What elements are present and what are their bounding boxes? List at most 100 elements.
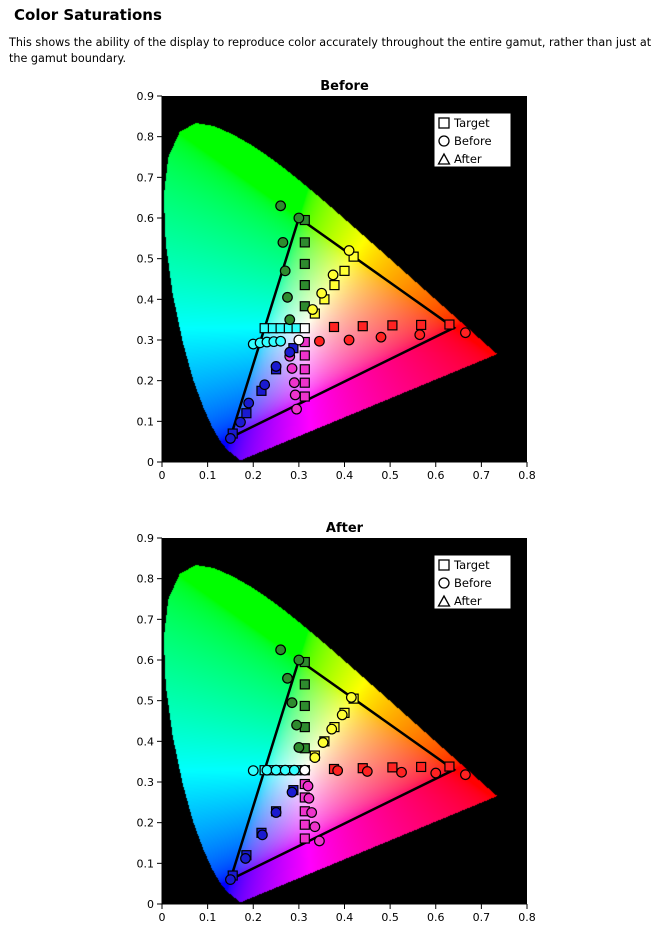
- before-marker: [256, 829, 268, 841]
- before-marker: [286, 697, 298, 709]
- target-marker: [299, 377, 310, 388]
- target-marker: [299, 350, 310, 361]
- y-tick-label: 0.7: [137, 171, 155, 184]
- before-marker: [316, 287, 328, 299]
- before-marker: [270, 361, 282, 372]
- target-marker: [299, 237, 310, 248]
- x-tick-label: 0.5: [381, 911, 399, 924]
- target-marker: [387, 762, 398, 773]
- before-marker: [270, 807, 282, 818]
- before-marker: [279, 764, 291, 776]
- target-marker: [416, 761, 427, 773]
- before-marker: [343, 334, 355, 346]
- y-tick-label: 0.1: [137, 857, 155, 870]
- y-tick-label: 0.8: [137, 131, 155, 144]
- legend-label: Target: [453, 116, 490, 130]
- before-marker: [326, 723, 338, 735]
- before-marker: [293, 742, 305, 753]
- target-marker: [299, 833, 310, 844]
- before-marker: [270, 764, 282, 776]
- before-marker: [361, 766, 373, 777]
- x-tick-label: 0.3: [290, 469, 308, 482]
- before-marker: [288, 377, 300, 389]
- before-marker: [299, 764, 311, 776]
- triangle-icon: [437, 594, 451, 607]
- target-marker: [299, 280, 310, 291]
- x-tick-label: 0.8: [518, 469, 536, 482]
- target-marker: [444, 761, 455, 772]
- target-marker: [299, 364, 310, 375]
- y-tick-label: 0.9: [137, 90, 155, 103]
- before-marker: [291, 403, 302, 415]
- triangle-icon: [437, 152, 451, 165]
- y-tick-label: 0: [147, 456, 154, 469]
- page-description: This shows the ability of the display to…: [9, 36, 652, 65]
- x-tick-label: 0: [159, 911, 166, 924]
- target-marker: [357, 321, 368, 332]
- y-tick-label: 0.5: [137, 253, 155, 266]
- before-marker: [225, 874, 236, 886]
- before-marker: [286, 363, 298, 374]
- target-marker: [299, 391, 310, 402]
- before-marker: [289, 389, 301, 401]
- before-marker: [414, 329, 426, 341]
- square-icon: [438, 117, 450, 129]
- target-marker: [339, 265, 350, 276]
- circle-icon: [438, 135, 450, 147]
- x-tick-label: 0.2: [245, 469, 263, 482]
- y-tick-label: 0.4: [137, 735, 155, 748]
- chart-after: After 0 0.1 0.2 0.3 0.4 0.5 0.6 0.7 0.8 0 0.1 0.2 0.3…: [137, 521, 536, 924]
- x-tick-label: 0.4: [336, 469, 354, 482]
- y-tick-label: 0.8: [137, 573, 155, 586]
- y-tick-label: 0.6: [137, 212, 155, 225]
- before-marker: [235, 416, 246, 428]
- before-marker: [317, 737, 329, 748]
- x-tick-label: 0.7: [473, 469, 491, 482]
- y-tick-label: 0: [147, 898, 154, 911]
- before-marker: [277, 236, 289, 248]
- square-icon: [438, 559, 450, 571]
- before-marker: [284, 346, 296, 358]
- circle-icon: [438, 577, 450, 589]
- chart-title: Before: [320, 79, 369, 94]
- y-tick-label: 0.1: [137, 415, 155, 428]
- before-marker: [293, 212, 305, 224]
- before-marker: [225, 433, 236, 444]
- before-marker: [375, 331, 387, 343]
- before-marker: [288, 764, 300, 776]
- before-marker: [293, 654, 305, 666]
- before-marker: [309, 821, 321, 833]
- before-marker: [332, 765, 344, 777]
- x-tick-label: 0.8: [518, 911, 536, 924]
- target-marker: [299, 323, 310, 334]
- before-marker: [343, 245, 355, 256]
- x-tick-label: 0.4: [336, 911, 354, 924]
- before-marker: [275, 200, 287, 212]
- y-tick-label: 0.3: [137, 776, 155, 789]
- before-marker: [291, 719, 302, 731]
- target-marker: [299, 679, 310, 690]
- page-title: Color Saturations: [14, 6, 162, 24]
- before-marker: [275, 335, 287, 347]
- before-marker: [336, 709, 348, 721]
- legend-label: After: [454, 152, 482, 166]
- before-marker: [261, 764, 273, 776]
- legend: Target Before After: [433, 554, 512, 610]
- y-tick-label: 0.7: [137, 613, 155, 626]
- before-marker: [284, 314, 296, 326]
- y-tick-label: 0.2: [137, 817, 155, 830]
- x-tick-label: 0.7: [473, 911, 491, 924]
- before-marker: [430, 767, 442, 779]
- legend-label: Before: [454, 576, 492, 590]
- before-marker: [240, 853, 251, 864]
- target-marker: [328, 321, 340, 333]
- before-marker: [460, 769, 471, 781]
- before-marker: [345, 692, 357, 703]
- target-marker: [416, 319, 427, 331]
- before-marker: [303, 792, 315, 804]
- x-tick-label: 0.1: [199, 911, 217, 924]
- x-tick-label: 0.3: [290, 911, 308, 924]
- chart-title: After: [326, 521, 364, 536]
- legend-label: After: [454, 594, 482, 608]
- before-marker: [307, 304, 318, 315]
